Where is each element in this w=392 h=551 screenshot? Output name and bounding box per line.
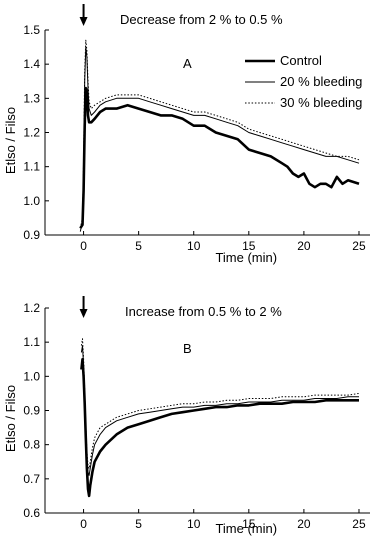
panel-a-x-tick-label: 5 <box>135 239 142 253</box>
panel-a-y-tick-label: 1.4 <box>23 57 40 71</box>
legend-label-20-bleeding: 20 % bleeding <box>280 74 362 89</box>
panel-a-y-tick-label: 0.9 <box>23 228 40 242</box>
panel-b-x-axis-title: Time (min) <box>215 521 277 536</box>
panel-a-x-tick-label: 25 <box>352 239 366 253</box>
panel-a-legend: Control 20 % bleeding 30 % bleeding <box>245 53 362 110</box>
panel-a-arrow-head <box>79 17 88 26</box>
panel-a-y-tick-label: 1.1 <box>23 160 40 174</box>
panel-b-x-tick-label: 10 <box>187 517 201 531</box>
panel-b-x-tick-label: 20 <box>297 517 311 531</box>
panel-a: 0.9 1.0 1.1 1.2 1.3 1.4 1.5 0 5 10 15 20 25 Time (min… <box>3 4 370 265</box>
panel-b-y-axis-title: Etlso / Filso <box>3 385 18 452</box>
panel-b-x-tick-label: 5 <box>135 517 142 531</box>
panel-b: 0.6 0.7 0.8 0.9 1.0 1.1 1.2 0 5 10 15 20 25 Time (min… <box>3 296 370 536</box>
panel-a-x-tick-label: 10 <box>187 239 201 253</box>
panel-a-y-axis-title: Etlso / Filso <box>3 107 18 174</box>
panel-b-y-tick-label: 0.7 <box>23 472 40 486</box>
panel-a-annotation: Decrease from 2 % to 0.5 % <box>120 12 283 27</box>
panel-a-label: A <box>183 56 192 71</box>
panel-b-y-tick-label: 0.8 <box>23 438 40 452</box>
panel-a-x-tick-label: 15 <box>242 239 256 253</box>
panel-a-y-tick-label: 1.3 <box>23 91 40 105</box>
panel-b-x-tick-label: 25 <box>352 517 366 531</box>
panel-b-y-tick-label: 1.0 <box>23 369 40 383</box>
panel-a-y-tick-label: 1.5 <box>23 23 40 37</box>
panel-b-series-30-bleeding <box>80 338 360 470</box>
panel-b-label: B <box>183 341 192 356</box>
legend-label-30-bleeding: 30 % bleeding <box>280 95 362 110</box>
panel-b-y-tick-label: 0.9 <box>23 404 40 418</box>
panel-a-x-tick-label: 20 <box>297 239 311 253</box>
panel-a-series-30-bleeding <box>79 39 360 229</box>
panel-b-y-tick-label: 0.6 <box>23 506 40 520</box>
panel-a-y-tick-label: 1.0 <box>23 194 40 208</box>
panel-a-x-tick-label: 0 <box>80 239 87 253</box>
panel-b-series-control <box>80 357 359 498</box>
panel-b-x-tick-label: 15 <box>242 517 256 531</box>
panel-a-series-control <box>79 86 360 229</box>
panel-b-arrow-head <box>79 309 88 318</box>
panel-a-x-axis-title: Time (min) <box>215 250 277 265</box>
legend-label-control: Control <box>280 53 322 68</box>
panel-b-y-tick-label: 1.2 <box>23 301 40 315</box>
panel-b-y-tick-label: 1.1 <box>23 335 40 349</box>
panel-b-annotation: Increase from 0.5 % to 2 % <box>125 304 282 319</box>
panel-b-x-tick-label: 0 <box>80 517 87 531</box>
panel-a-y-tick-label: 1.2 <box>23 126 40 140</box>
panel-b-series-20-bleeding <box>80 345 359 476</box>
